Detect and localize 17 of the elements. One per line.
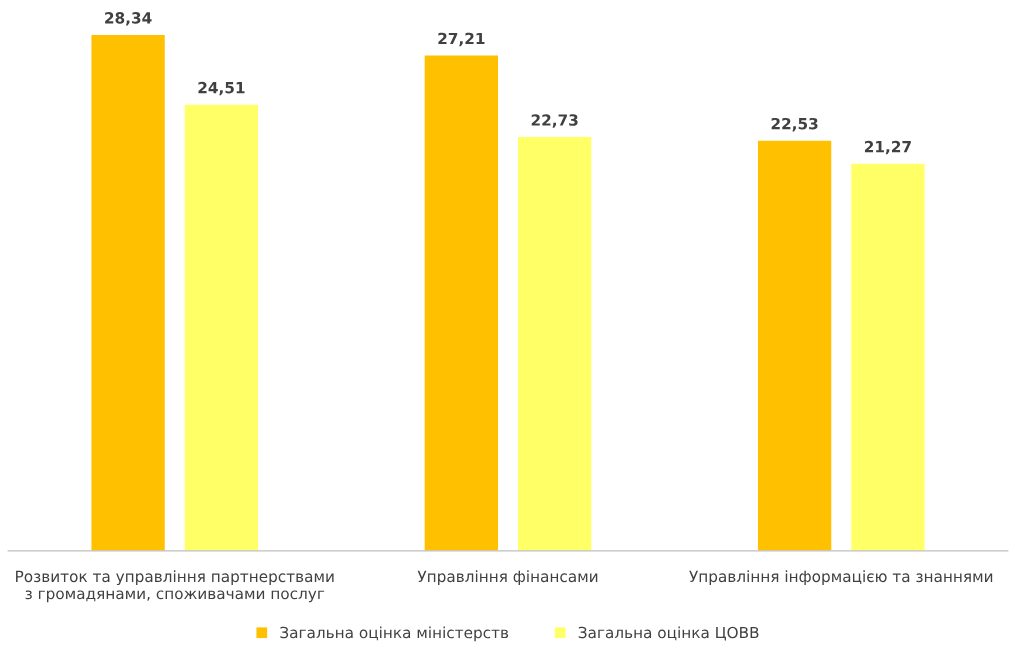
data-label: 21,27 xyxy=(864,140,911,155)
bar xyxy=(851,163,925,551)
data-label: 24,51 xyxy=(198,81,245,96)
bar xyxy=(518,137,592,551)
data-label: 28,34 xyxy=(105,12,152,26)
legend-label: Загальна оцінка ЦОВВ xyxy=(578,626,759,641)
x-tick-label: Управління інформацією та знаннями xyxy=(689,570,993,586)
bar xyxy=(91,34,165,551)
bar xyxy=(757,140,832,551)
x-tick-label: Управління фінансами xyxy=(417,570,598,586)
bar xyxy=(424,55,498,551)
x-tick-label: Розвиток та управління партнерствами з громадянами, споживачами послуг xyxy=(16,570,334,603)
legend-label: Загальна оцінка міністерств xyxy=(280,626,509,642)
data-label: 27,21 xyxy=(438,32,485,47)
bar xyxy=(184,104,259,551)
data-label: 22,53 xyxy=(771,117,818,132)
data-label: 22,73 xyxy=(531,114,578,128)
